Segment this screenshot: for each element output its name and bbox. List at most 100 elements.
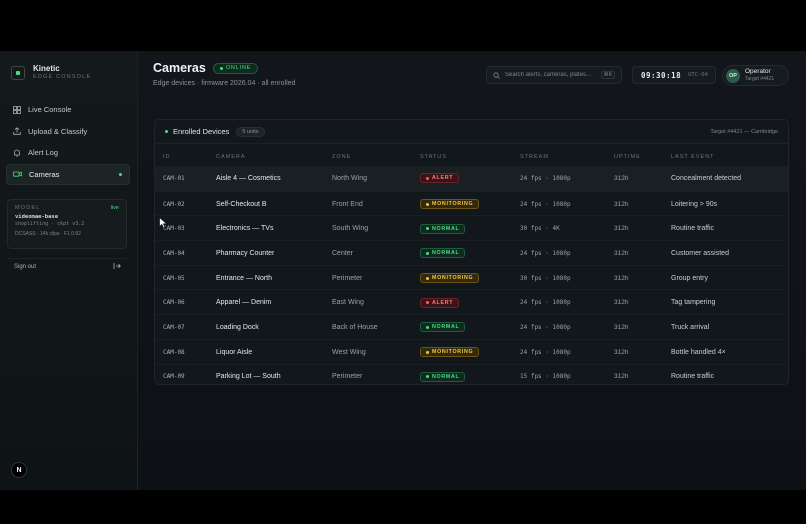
column-header-uptime[interactable]: UPTIME [614,154,641,160]
camera-uptime: 312h [614,274,629,282]
status-dot-icon [426,301,429,305]
camera-id: CAM-02 [163,200,185,208]
table-header: ID CAMERA ZONE STATUS STREAM UPTIME LAST… [155,144,788,166]
user-menu[interactable]: OP Operator Target #4421 [722,65,789,86]
status-label: MONITORING [432,201,474,208]
target-location: Target #4421 — Cambridge [710,128,778,135]
keyboard-shortcut: ⌘K [600,71,615,79]
camera-name: Pharmacy Counter [216,249,275,257]
sidebar-item-label: Alert Log [28,148,59,157]
model-card: MODEL live videomae-base shoplifting · c… [7,199,127,249]
card-header: Enrolled Devices 9 units Target #4421 — … [155,120,788,144]
camera-name: Apparel — Denim [216,299,272,307]
camera-id: CAM-04 [163,249,185,257]
camera-id: CAM-08 [163,348,185,356]
card-title: Enrolled Devices [173,127,230,136]
column-header-status[interactable]: STATUS [420,154,447,160]
status-cell: ALERT [420,166,460,191]
sidebar-item-upload-classify[interactable]: Upload & Classify [6,121,130,142]
camera-id: CAM-09 [163,373,185,381]
status-dot-icon [426,251,429,255]
status-label: ALERT [432,175,454,182]
model-version: shoplifting · ckpt v3.2 [15,221,85,227]
table-row[interactable]: CAM-01 Aisle 4 — Cosmetics North Wing ALERT… [155,166,788,191]
model-name: videomae-base [15,214,59,220]
logout-icon [113,262,121,272]
status-cell: MONITORING [420,340,480,365]
status-badge: NORMAL [420,223,466,234]
camera-zone: East Wing [332,299,364,307]
table-row[interactable]: CAM-09 Parking Lot — South Perimeter NORMAL… [155,363,788,385]
status-cell: NORMAL [420,315,466,340]
camera-name: Aisle 4 — Cosmetics [216,174,281,182]
model-stats: DCSASS · 14k clips · F1 0.82 [15,231,81,237]
status-label: MONITORING [432,275,474,282]
camera-id: CAM-01 [163,174,185,182]
camera-id: CAM-06 [163,299,185,307]
bell-icon [12,148,21,157]
clock-timezone: UTC-04 [688,72,708,78]
upload-icon [12,127,21,136]
column-header-id[interactable]: ID [163,154,171,160]
sign-out-label: Sign out [14,263,37,270]
camera-uptime: 312h [614,225,629,233]
camera-zone: Center [332,249,354,257]
table-body: CAM-01 Aisle 4 — Cosmetics North Wing ALERT… [155,166,788,385]
status-cell: MONITORING [420,192,480,217]
status-badge-label: ONLINE [225,65,252,71]
column-header-camera[interactable]: CAMERA [216,154,246,160]
status-dot-icon [426,375,429,379]
status-label: NORMAL [432,250,460,257]
page-header: Cameras ONLINE Edge devices · firmware 2… [153,61,295,87]
table-row[interactable]: CAM-03 Electronics — TVs South Wing NORMAL 3… [155,215,788,240]
last-event: Customer assisted [671,249,729,257]
search-placeholder: Search alerts, cameras, plates... [505,72,592,78]
sidebar-item-live-console[interactable]: Live Console [6,99,130,120]
sidebar: Kinetic EDGE CONSOLE Live Console Upload… [0,51,138,490]
sidebar-nav: Live Console Upload & Classify Alert Log… [6,99,130,185]
column-header-last-event[interactable]: LAST EVENT [671,154,715,160]
sidebar-item-cameras[interactable]: Cameras [6,163,130,185]
table-row[interactable]: CAM-06 Apparel — Denim East Wing ALERT 24 fp… [155,289,788,314]
camera-stream: 15 fps · 1080p [520,373,571,381]
camera-zone: South Wing [332,225,369,233]
status-cell: NORMAL [420,241,466,266]
last-event: Bottle handled 4× [671,348,726,356]
status-badge: NORMAL [420,248,466,259]
camera-id: CAM-05 [163,274,185,282]
table-row[interactable]: CAM-05 Entrance — North Perimeter MONITORIN… [155,264,788,290]
last-event: Routine traffic [671,225,715,233]
sidebar-item-alert-log[interactable]: Alert Log [6,142,130,163]
next-logo-icon[interactable]: N [11,462,27,478]
camera-stream: 24 fps · 1080p [520,348,571,356]
table-row[interactable]: CAM-02 Self-Checkout B Front End MONITORING… [155,190,788,217]
column-header-zone[interactable]: ZONE [332,154,352,160]
sidebar-item-label: Cameras [29,169,60,179]
table-row[interactable]: CAM-08 Liquor Aisle West Wing MONITORING 24 … [155,338,788,365]
sign-out-button[interactable]: Sign out [7,258,127,274]
camera-stream: 24 fps · 1080p [520,249,571,257]
brand[interactable]: Kinetic EDGE CONSOLE [11,64,91,81]
status-dot-icon [426,202,429,206]
status-label: NORMAL [432,225,460,232]
status-label: NORMAL [432,324,460,331]
status-badge: ALERT [420,297,460,308]
page-title: Cameras [153,61,206,75]
search-input[interactable]: Search alerts, cameras, plates... ⌘K [486,66,622,84]
table-row[interactable]: CAM-07 Loading Dock Back of House NORMAL 24 … [155,314,788,339]
table-row[interactable]: CAM-04 Pharmacy Counter Center NORMAL 24 fps… [155,240,788,265]
camera-zone: Front End [332,200,363,208]
page-subtitle: Edge devices · firmware 2026.04 · all en… [153,80,296,87]
camera-stream: 24 fps · 1080p [520,323,571,331]
camera-uptime: 312h [614,348,629,356]
clock: 09:30:18 UTC-04 [632,66,716,84]
status-label: MONITORING [432,349,474,356]
camera-name: Liquor Aisle [216,348,253,356]
model-label: MODEL [15,205,41,211]
camera-stream: 24 fps · 1080p [520,299,571,307]
column-header-stream[interactable]: STREAM [520,154,549,160]
status-cell: NORMAL [420,216,466,241]
status-dot-icon [426,227,429,231]
logo-icon [11,65,25,80]
camera-uptime: 312h [614,323,629,331]
